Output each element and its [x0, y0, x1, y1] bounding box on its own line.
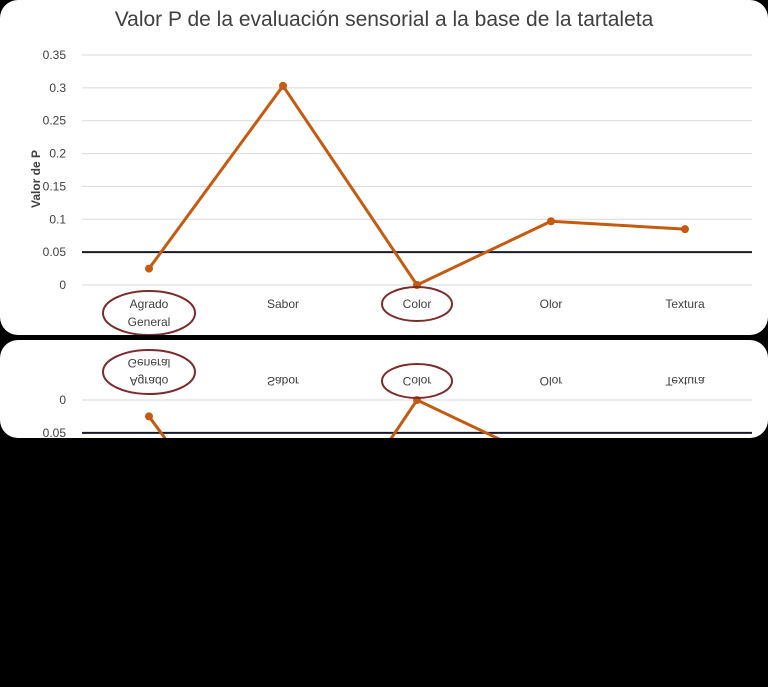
x-tick-label: Sabor — [267, 297, 299, 311]
data-point — [279, 81, 287, 90]
x-tick-text: Color — [403, 374, 432, 388]
y-tick-label: 0.35 — [43, 48, 67, 62]
line-chart: 0 0.05 0.1 0.15 0.2 0.25 0.3 0.35 Agrado General S… — [43, 48, 752, 335]
data-point — [547, 217, 555, 226]
highlight-ellipse — [102, 290, 196, 335]
x-tick-text: Textura — [665, 297, 705, 311]
reflection-chart: 0 0.05 Agrado General Sabor Color Olor Textura — [43, 349, 752, 438]
chart-reflection: 0 0.05 Agrado General Sabor Color Olor Textura — [0, 340, 768, 438]
plot-group — [82, 54, 752, 289]
x-tick-text: Agrado — [130, 374, 169, 388]
data-point — [145, 412, 153, 421]
chart-title: Valor P de la evaluación sensorial a la … — [114, 8, 654, 31]
x-tick-text: Agrado — [130, 297, 169, 311]
y-tick-label: 0.05 — [43, 426, 67, 438]
x-tick-text: Textura — [665, 374, 705, 388]
data-point — [681, 225, 689, 234]
x-tick-label: Sabor — [267, 374, 299, 388]
reflection-group — [82, 396, 752, 438]
x-tick-label: Olor — [540, 374, 563, 388]
highlight-ellipse — [381, 286, 453, 322]
x-tick-label: Textura — [665, 374, 705, 388]
y-tick-label: 0 — [59, 278, 66, 292]
y-tick-label: 0.15 — [43, 179, 67, 193]
highlight-ellipse — [102, 349, 196, 395]
x-tick-text: Color — [403, 297, 432, 311]
y-tick-label: 0.1 — [49, 212, 66, 226]
y-tick-label: 0.25 — [43, 114, 67, 128]
y-tick-label: 0.2 — [49, 147, 66, 161]
x-tick-text: General — [128, 356, 171, 370]
data-point — [145, 264, 153, 273]
x-tick-label: Textura — [665, 297, 705, 311]
x-tick-label: Agrado General — [102, 290, 196, 335]
y-tick-label: 0.3 — [49, 81, 66, 95]
y-tick-label: 0.05 — [43, 245, 67, 259]
y-tick-label: 0 — [59, 393, 66, 407]
highlight-ellipse — [381, 363, 453, 399]
x-tick-text: Sabor — [267, 297, 299, 311]
x-tick-label: Olor — [540, 297, 563, 311]
x-tick-label: Agrado General — [102, 349, 196, 395]
x-tick-text: Olor — [540, 297, 563, 311]
x-tick-text: Olor — [540, 374, 563, 388]
x-tick-label: Color — [381, 363, 453, 399]
x-tick-text: Sabor — [267, 374, 299, 388]
x-tick-label: Color — [381, 286, 453, 322]
reflection-labels: 0 0.05 Agrado General Sabor Color Olor Textura — [43, 349, 705, 438]
chart-card: Valor P de la evaluación sensorial a la … — [0, 0, 768, 335]
x-tick-text: General — [128, 315, 171, 329]
series-line — [147, 83, 686, 287]
